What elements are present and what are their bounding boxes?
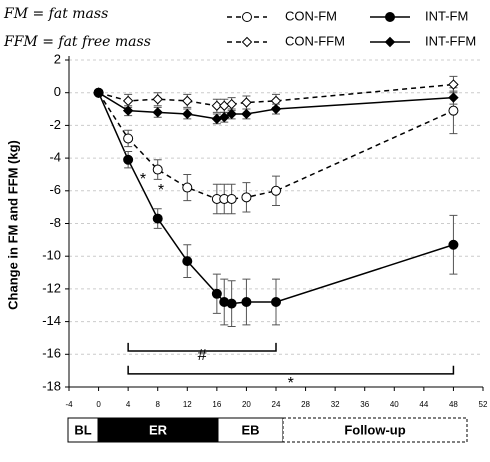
- y-tick-label: -18: [42, 378, 61, 393]
- phase-box: [217, 417, 284, 443]
- legend-marker: [384, 36, 396, 48]
- point: [448, 92, 459, 103]
- point: [241, 97, 252, 108]
- point: [123, 133, 134, 144]
- legend-marker: [242, 12, 252, 22]
- annotation: *: [158, 182, 164, 199]
- point: [93, 87, 104, 98]
- x-tick-label: 28: [301, 400, 310, 409]
- legend-marker: [241, 36, 253, 48]
- point: [270, 103, 282, 115]
- y-tick-label: -6: [49, 182, 61, 197]
- y-tick-label: -16: [42, 346, 61, 361]
- y-tick-label: -10: [42, 248, 61, 263]
- legend-label: INT-FM: [425, 8, 468, 23]
- point: [226, 98, 237, 110]
- point: [211, 100, 223, 111]
- x-tick-label: 0: [96, 400, 101, 409]
- point: [182, 108, 193, 120]
- y-axis-label: Change in FM and FFM (kg): [5, 140, 20, 310]
- y-tick-label: 0: [54, 84, 61, 99]
- x-tick-label: 44: [419, 400, 428, 409]
- y-tick-label: 2: [54, 51, 61, 66]
- point: [226, 298, 237, 309]
- bracket: [127, 365, 455, 375]
- note: FFM = fat free mass: [3, 34, 151, 50]
- x-tick-label: 40: [390, 400, 399, 409]
- x-tick-label: -4: [65, 400, 73, 409]
- annotation: *: [140, 171, 146, 188]
- x-tick-label: 20: [242, 400, 251, 409]
- y-tick-label: -8: [49, 215, 61, 230]
- legend-marker: [385, 12, 395, 22]
- point: [241, 296, 252, 307]
- phase-label: EB: [241, 422, 259, 437]
- point: [122, 105, 134, 116]
- bracket: [127, 342, 277, 352]
- x-tick-label: 4: [126, 400, 131, 409]
- y-tick-label: -12: [42, 280, 61, 295]
- x-tick-label: 52: [479, 400, 488, 409]
- point: [271, 185, 281, 196]
- note: FM = fat mass: [3, 6, 108, 22]
- point: [123, 154, 134, 165]
- point: [241, 108, 252, 120]
- x-tick-label: 16: [212, 400, 221, 409]
- point: [211, 288, 222, 299]
- x-tick-label: 24: [272, 400, 281, 409]
- phase-label: BL: [74, 422, 91, 437]
- point: [448, 105, 459, 116]
- point: [152, 213, 163, 224]
- series-line: [98, 83, 454, 107]
- phase-label: ER: [149, 422, 168, 437]
- x-tick-label: 8: [155, 400, 160, 409]
- point: [219, 100, 230, 111]
- phase-box: [97, 417, 219, 443]
- y-tick-label: -4: [49, 150, 61, 165]
- legend-label: CON-FM: [285, 8, 337, 23]
- point: [226, 193, 237, 204]
- y-tick-label: -14: [42, 313, 61, 328]
- point: [271, 296, 281, 307]
- point: [448, 239, 459, 250]
- point: [152, 107, 163, 118]
- phase-label: Follow-up: [344, 422, 405, 437]
- point: [182, 95, 193, 107]
- point: [219, 112, 230, 123]
- phase-box: [282, 417, 468, 443]
- point: [211, 113, 223, 125]
- x-tick-label: 32: [331, 400, 340, 409]
- series-line: [97, 92, 454, 200]
- annotation: #: [198, 347, 207, 364]
- annotation: *: [288, 375, 294, 392]
- point: [226, 108, 237, 120]
- point: [182, 256, 193, 267]
- legend-label: INT-FFM: [425, 33, 476, 48]
- x-tick-label: 36: [360, 400, 369, 409]
- legend-label: CON-FFM: [285, 33, 345, 48]
- x-tick-label: 12: [183, 400, 192, 409]
- point: [152, 164, 163, 175]
- point: [182, 182, 193, 193]
- x-tick-label: 48: [449, 400, 458, 409]
- y-tick-label: -2: [49, 117, 61, 132]
- point: [152, 94, 163, 105]
- point: [241, 192, 252, 203]
- point: [448, 79, 459, 90]
- point: [122, 95, 134, 107]
- series-line: [97, 92, 454, 305]
